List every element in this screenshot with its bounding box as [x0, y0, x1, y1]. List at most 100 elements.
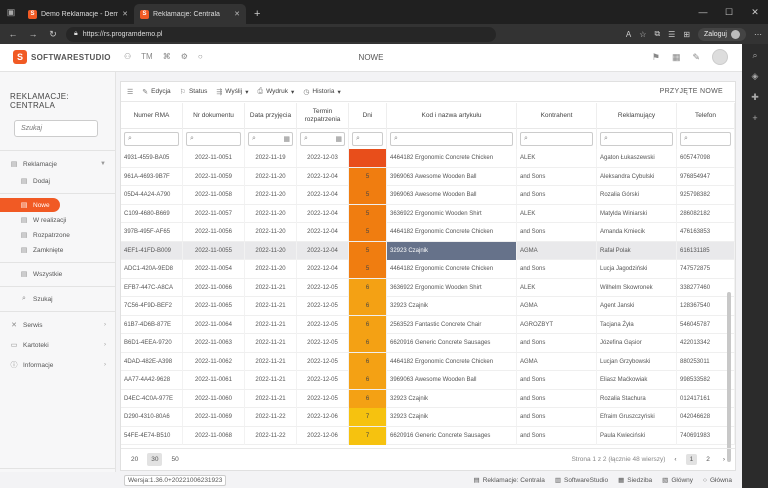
print-button[interactable]: ⎙ Wydruk ▾: [257, 88, 294, 96]
filter-input[interactable]: ⌕ ▦: [300, 132, 345, 146]
calendar-icon[interactable]: ▦: [671, 51, 681, 62]
table-row[interactable]: 4DAD-482E-A398 2022-11-0062 2022-11-21 2022…: [121, 352, 735, 371]
sidebar-item-zamkniete[interactable]: ▤ Zamknięte: [0, 243, 116, 257]
header-col-termin[interactable]: Termin rozpatrzenia: [297, 103, 349, 129]
header-col-reklamujacy[interactable]: Reklamujący: [597, 103, 677, 129]
status-item-company[interactable]: ▥ SoftwareStudio: [555, 476, 608, 485]
search-icon[interactable]: ⌕: [752, 50, 758, 60]
header-col-dni[interactable]: Dni: [349, 103, 387, 129]
send-button[interactable]: ⇶ Wyślij ▾: [216, 88, 248, 96]
edit-button[interactable]: ✎ Edycja: [142, 88, 170, 96]
sidebar-item-kartoteki[interactable]: ▭ Kartoteki ›: [0, 338, 116, 352]
sidebar-item-wszystkie[interactable]: ▤ Wszystkie: [0, 267, 116, 281]
filter-input[interactable]: ⌕: [680, 132, 731, 146]
login-button[interactable]: Zaloguj: [698, 27, 746, 41]
filter-input[interactable]: ⌕ ▦: [248, 132, 293, 146]
filter-input[interactable]: ⌕: [600, 132, 673, 146]
filter-input[interactable]: ⌕: [352, 132, 383, 146]
table-row[interactable]: AA77-4A42-9628 2022-11-0061 2022-11-21 2022…: [121, 371, 735, 390]
search-input[interactable]: Szukaj: [14, 120, 98, 137]
network-icon[interactable]: ⌘: [162, 52, 171, 61]
favorites-icon[interactable]: ☰: [668, 29, 676, 39]
close-icon[interactable]: ✕: [234, 11, 240, 18]
page-1-button[interactable]: 1: [685, 454, 698, 465]
sidebar-item-szukaj[interactable]: ⌕ Szukaj: [0, 292, 116, 306]
next-page-icon[interactable]: ›: [722, 456, 725, 463]
status-item-main[interactable]: ▧ Główny: [662, 476, 693, 485]
menu-button[interactable]: ☰: [127, 88, 133, 96]
table-row[interactable]: EFB7-447C-A8CA 2022-11-0066 2022-11-21 2022…: [121, 278, 735, 297]
table-row[interactable]: B6D1-4EEA-9720 2022-11-0063 2022-11-21 2022…: [121, 334, 735, 353]
avatar[interactable]: [712, 49, 728, 65]
close-window-icon[interactable]: ✕: [751, 6, 759, 17]
collections-icon[interactable]: ⊞: [683, 29, 691, 39]
tm-icon[interactable]: TM: [141, 52, 153, 61]
table-row[interactable]: C109-4680-B669 2022-11-0057 2022-11-20 2022…: [121, 204, 735, 223]
page-size-30[interactable]: 30: [147, 453, 163, 466]
close-icon[interactable]: ✕: [122, 11, 128, 18]
browser-tab-0[interactable]: S Demo Reklamacje - Demo on lin ✕: [22, 4, 134, 24]
calendar-icon[interactable]: ▦: [335, 136, 342, 143]
table-row[interactable]: 4EF1-41FD-B009 2022-11-0055 2022-11-20 2022…: [121, 241, 735, 260]
minimize-icon[interactable]: —: [698, 7, 708, 17]
filter-input[interactable]: ⌕: [186, 132, 241, 146]
read-aloud-icon[interactable]: A: [625, 29, 632, 39]
star-icon[interactable]: ☆: [639, 29, 647, 39]
flag-icon[interactable]: ⚑: [651, 51, 660, 62]
sidebar-item-informacje[interactable]: ⓘ Informacje ›: [0, 358, 116, 372]
maximize-icon[interactable]: ☐: [724, 6, 734, 17]
tools-icon[interactable]: ✚: [751, 92, 759, 102]
page-2-button[interactable]: 2: [706, 456, 710, 463]
status-button[interactable]: ⚐ Status: [180, 88, 208, 96]
scrollbar[interactable]: [727, 292, 731, 462]
filter-input[interactable]: ⌕: [124, 132, 179, 146]
filter-input[interactable]: ⌕: [390, 132, 513, 146]
header-col-numer-rma[interactable]: Numer RMA: [121, 103, 183, 129]
table-row[interactable]: 54FE-4E74-B510 2022-11-0068 2022-11-22 2022…: [121, 426, 735, 445]
sidebar-item-reklamacje[interactable]: ▤ Reklamacje ▼: [0, 157, 116, 171]
logo[interactable]: S SOFTWARESTUDIO: [13, 50, 111, 64]
table-row[interactable]: D290-4310-80A6 2022-11-0069 2022-11-22 2022…: [121, 408, 735, 427]
header-col-data-przyjecia[interactable]: Data przyjęcia: [245, 103, 297, 129]
new-tab-button[interactable]: +: [254, 8, 261, 20]
prev-page-icon[interactable]: ‹: [674, 456, 677, 463]
sidebar-item-w-realizacji[interactable]: ▤ W realizacji: [0, 213, 116, 227]
add-icon[interactable]: +: [752, 113, 758, 123]
table-row[interactable]: ADC1-420A-9ED8 2022-11-0054 2022-11-20 2022…: [121, 260, 735, 279]
url-field[interactable]: 🔒︎ https://rs.programdemo.pl: [66, 26, 496, 42]
notes-icon[interactable]: ✎: [692, 51, 700, 62]
table-row[interactable]: 05D4-4A24-A790 2022-11-0058 2022-11-20 2022…: [121, 186, 735, 205]
table-row[interactable]: 397B-495F-AF65 2022-11-0056 2022-11-20 2022…: [121, 223, 735, 242]
status-item-module[interactable]: ▤ Reklamacje: Centrala: [474, 476, 545, 485]
table-row[interactable]: 4931-4559-BA05 2022-11-0051 2022-11-19 2022…: [121, 149, 735, 168]
settings-icon[interactable]: ⚙: [180, 52, 188, 61]
users-icon[interactable]: ⚇: [124, 52, 132, 61]
extensions-icon[interactable]: ⧉: [654, 29, 661, 38]
back-icon[interactable]: ←: [8, 29, 18, 39]
sidebar-item-nowe[interactable]: ▤ Nowe: [0, 198, 60, 212]
header-col-kod-nazwa[interactable]: Kod i nazwa artykułu: [387, 103, 517, 129]
table-row[interactable]: 7C56-4F9D-BEF2 2022-11-0065 2022-11-21 2022…: [121, 297, 735, 316]
browser-tab-1[interactable]: S Reklamacje: Centrala ✕: [134, 4, 246, 24]
forward-icon[interactable]: →: [28, 29, 38, 39]
window-menu-icon[interactable]: ▣: [6, 6, 16, 17]
page-size-20[interactable]: 20: [131, 456, 139, 463]
circle-icon[interactable]: ○: [197, 52, 203, 61]
header-col-telefon[interactable]: Telefon: [677, 103, 735, 129]
reload-icon[interactable]: ↻: [49, 28, 57, 39]
more-icon[interactable]: ⋯: [754, 29, 762, 39]
page-size-50[interactable]: 50: [171, 456, 179, 463]
sidebar-item-dodaj[interactable]: ▤ Dodaj: [0, 174, 116, 188]
status-item-branch[interactable]: ▦ Siedziba: [618, 476, 652, 485]
calendar-icon[interactable]: ▦: [283, 136, 290, 143]
table-row[interactable]: D4EC-4C0A-977E 2022-11-0060 2022-11-21 2022…: [121, 389, 735, 408]
sidebar-item-serwis[interactable]: ✕ Serwis ›: [0, 318, 116, 332]
filter-input[interactable]: ⌕: [520, 132, 593, 146]
history-button[interactable]: ◷ Historia ▾: [303, 88, 340, 96]
table-row[interactable]: 961A-4693-9B7F 2022-11-0059 2022-11-20 2022…: [121, 167, 735, 186]
table-row[interactable]: 61B7-4D6B-877E 2022-11-0064 2022-11-21 2022…: [121, 315, 735, 334]
status-item-main2[interactable]: ○ Główna: [703, 476, 732, 484]
header-col-nr-dokumentu[interactable]: Nr dokumentu: [183, 103, 245, 129]
header-col-kontrahent[interactable]: Kontrahent: [517, 103, 597, 129]
shopping-icon[interactable]: ◈: [751, 71, 759, 81]
